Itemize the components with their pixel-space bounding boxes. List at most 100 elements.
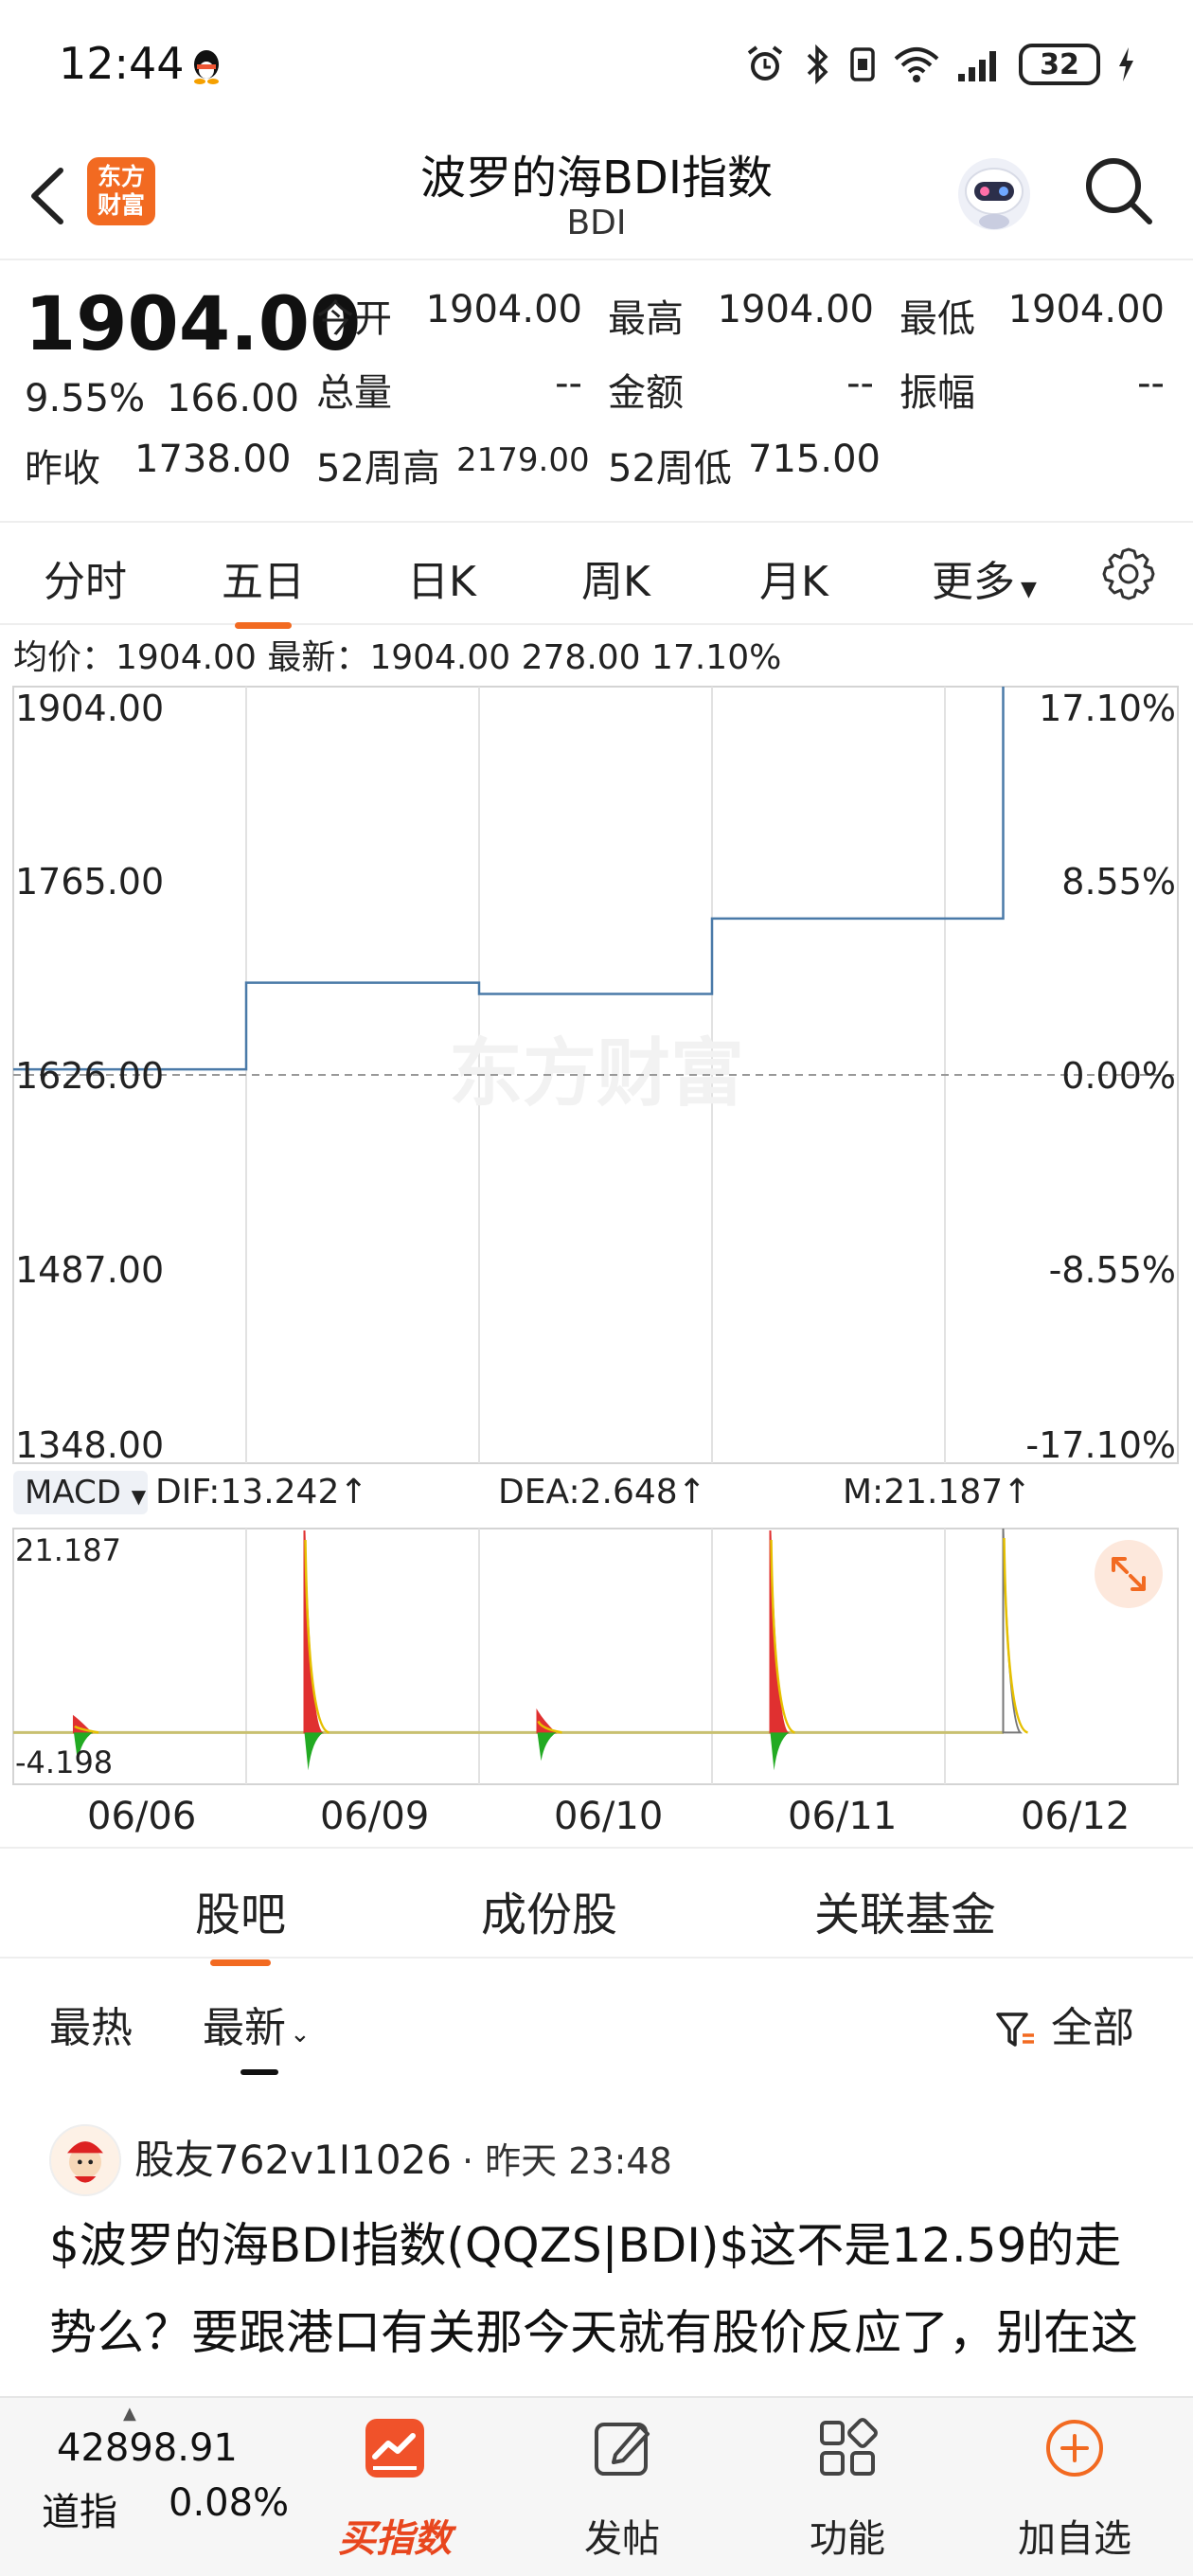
volume-label: 总量 — [316, 371, 392, 415]
back-arrow-icon[interactable] — [25, 163, 72, 229]
y-axis-percent-label: -17.10% — [1025, 1424, 1176, 1466]
status-time: 12:44 — [59, 38, 185, 89]
stock-code: BDI — [566, 204, 627, 242]
amplitude-value: -- — [1137, 362, 1165, 405]
sort-latest[interactable]: 最新 ⌄ — [203, 1994, 311, 2075]
sort-latest-label: 最新 — [203, 2004, 286, 2052]
low-value: 1904.00 — [1007, 288, 1165, 331]
amount-value: -- — [846, 362, 874, 405]
macd-max-label: 21.187 — [15, 1532, 121, 1568]
nav-post[interactable] — [542, 2415, 703, 2485]
tab-weekly-k[interactable]: 周K — [581, 558, 650, 606]
macd-dea-curve — [537, 1720, 562, 1734]
low-label: 最低 — [899, 297, 975, 341]
filter-label: 全部 — [1051, 2004, 1134, 2052]
filter-button[interactable]: 全部 — [994, 1994, 1134, 2054]
macd-dea: DEA:2.648↑ — [498, 1473, 706, 1512]
macd-m: M:21.187↑ — [843, 1473, 1032, 1512]
y-axis-percent-label: 0.00% — [1061, 1055, 1176, 1097]
price-line — [13, 687, 1005, 1071]
indicator-select-label: MACD — [25, 1474, 121, 1512]
bluetooth-icon — [807, 44, 828, 85]
open-label: 今开 — [316, 297, 392, 341]
post-item[interactable]: 股友762v1I1026 · 昨天 23:48 $波罗的海BDI指数(QQZS|… — [0, 2107, 1193, 2391]
nav-functions-label[interactable]: 功能 — [810, 2517, 885, 2561]
battery-indicator: 32 — [1019, 44, 1100, 85]
macd-negative-bar — [537, 1732, 557, 1762]
dow-index-name[interactable]: 道指 — [42, 2491, 117, 2534]
week52-high-value: 2179.00 — [456, 441, 590, 479]
change-percent: 9.55% — [25, 377, 146, 420]
high-label: 最高 — [608, 297, 684, 341]
page-title: 波罗的海BDI指数 — [419, 152, 774, 205]
macd-min-label: -4.198 — [15, 1744, 113, 1780]
sort-hot[interactable]: 最热 — [49, 2004, 133, 2052]
y-axis-percent-label: 8.55% — [1061, 861, 1176, 903]
week52-low-value: 715.00 — [748, 438, 881, 481]
post-username[interactable]: 股友762v1I1026 — [134, 2137, 453, 2183]
post-content[interactable]: $波罗的海BDI指数(QQZS|BDI)$这不是12.59的走势么？要跟港口有关… — [49, 2218, 1138, 2360]
tab-guba[interactable]: 股吧 — [195, 1877, 286, 1966]
post-time-value: 昨天 23:48 — [485, 2140, 672, 2182]
tab-more-label: 更多 — [932, 558, 1015, 606]
dropdown-arrow-icon: ▼ — [131, 1485, 147, 1508]
five-day-chart[interactable]: 东方财富 1904.001765.001626.001487.001348.00… — [0, 682, 1193, 1468]
tab-daily-k[interactable]: 日K — [407, 558, 476, 606]
nav-buy-index-label[interactable]: 买指数 — [338, 2517, 452, 2561]
y-axis-percent-label: 17.10% — [1039, 688, 1176, 729]
nav-functions[interactable] — [767, 2415, 928, 2485]
nav-post-label[interactable]: 发帖 — [584, 2517, 660, 2561]
tab-monthly-k[interactable]: 月K — [759, 558, 828, 606]
gear-icon[interactable] — [1098, 544, 1159, 604]
filter-icon — [996, 2012, 1034, 2047]
tab-intraday[interactable]: 分时 — [44, 558, 127, 606]
tab-five-day[interactable]: 五日 — [222, 547, 305, 629]
avatar[interactable] — [49, 2124, 121, 2196]
macd-dea-curve — [1003, 1537, 1029, 1734]
y-axis-label: 1487.00 — [15, 1249, 164, 1291]
status-icons: 32 — [744, 44, 1136, 85]
charging-icon — [1119, 47, 1133, 81]
current-price: 1904.00 — [25, 282, 362, 367]
status-bar: 12:44 32 — [0, 0, 1193, 133]
nav-add-watchlist[interactable] — [994, 2415, 1155, 2485]
y-axis-label: 1765.00 — [15, 861, 164, 903]
indicator-select[interactable]: MACD ▼ — [13, 1471, 148, 1514]
trend-chart-icon — [365, 2419, 424, 2478]
date-label-4: 06/12 — [1021, 1795, 1131, 1838]
app-logo: 东方 财富 — [87, 157, 155, 225]
search-icon[interactable] — [1081, 153, 1157, 229]
section-tabs: 股吧 成份股 关联基金 — [0, 1847, 1193, 1966]
macd-dea-curve — [74, 1725, 99, 1734]
chart-info-line: 均价：1904.00 最新：1904.00 278.00 17.10% — [13, 638, 782, 677]
prev-close-label: 昨收 — [25, 447, 100, 491]
y-axis-label: 1904.00 — [15, 688, 164, 729]
quote-panel: 1904.00 9.55% 166.00 昨收 1738.00 今开 1904.… — [0, 275, 1193, 516]
nav-buy-index[interactable] — [314, 2415, 475, 2485]
expand-button[interactable] — [1095, 1540, 1163, 1608]
robot-assistant-icon[interactable] — [952, 152, 1037, 237]
amplitude-label: 振幅 — [899, 371, 975, 415]
dow-index-value[interactable]: 42898.91 — [57, 2426, 238, 2470]
tab-more[interactable]: 更多 ▼ — [932, 547, 1037, 608]
expand-icon — [1112, 1557, 1146, 1591]
signal-icon — [958, 51, 996, 81]
tab-related-funds[interactable]: 关联基金 — [814, 1888, 997, 1941]
dow-index-change[interactable]: 0.08% — [169, 2481, 290, 2525]
amount-label: 金额 — [608, 371, 684, 415]
week52-high-label: 52周高 — [316, 447, 440, 491]
date-label-2: 06/10 — [554, 1795, 664, 1838]
macd-negative-bar — [770, 1732, 790, 1771]
macd-dif: DIF:13.242↑ — [155, 1473, 368, 1512]
week52-low-label: 52周低 — [608, 447, 732, 491]
nav-add-watchlist-label[interactable]: 加自选 — [1018, 2517, 1131, 2561]
macd-chart[interactable]: 21.187 -4.198 — [0, 1527, 1193, 1787]
post-time: · 昨天 23:48 — [462, 2140, 672, 2182]
dropdown-arrow-icon: ▼ — [1021, 578, 1037, 601]
volume-value: -- — [555, 362, 582, 405]
chevron-down-icon: ⌄ — [290, 2020, 311, 2048]
change-amount: 166.00 — [167, 377, 299, 420]
macd-dea-curve — [304, 1539, 330, 1734]
tab-constituents[interactable]: 成份股 — [481, 1888, 618, 1941]
alarm-icon — [747, 45, 783, 80]
